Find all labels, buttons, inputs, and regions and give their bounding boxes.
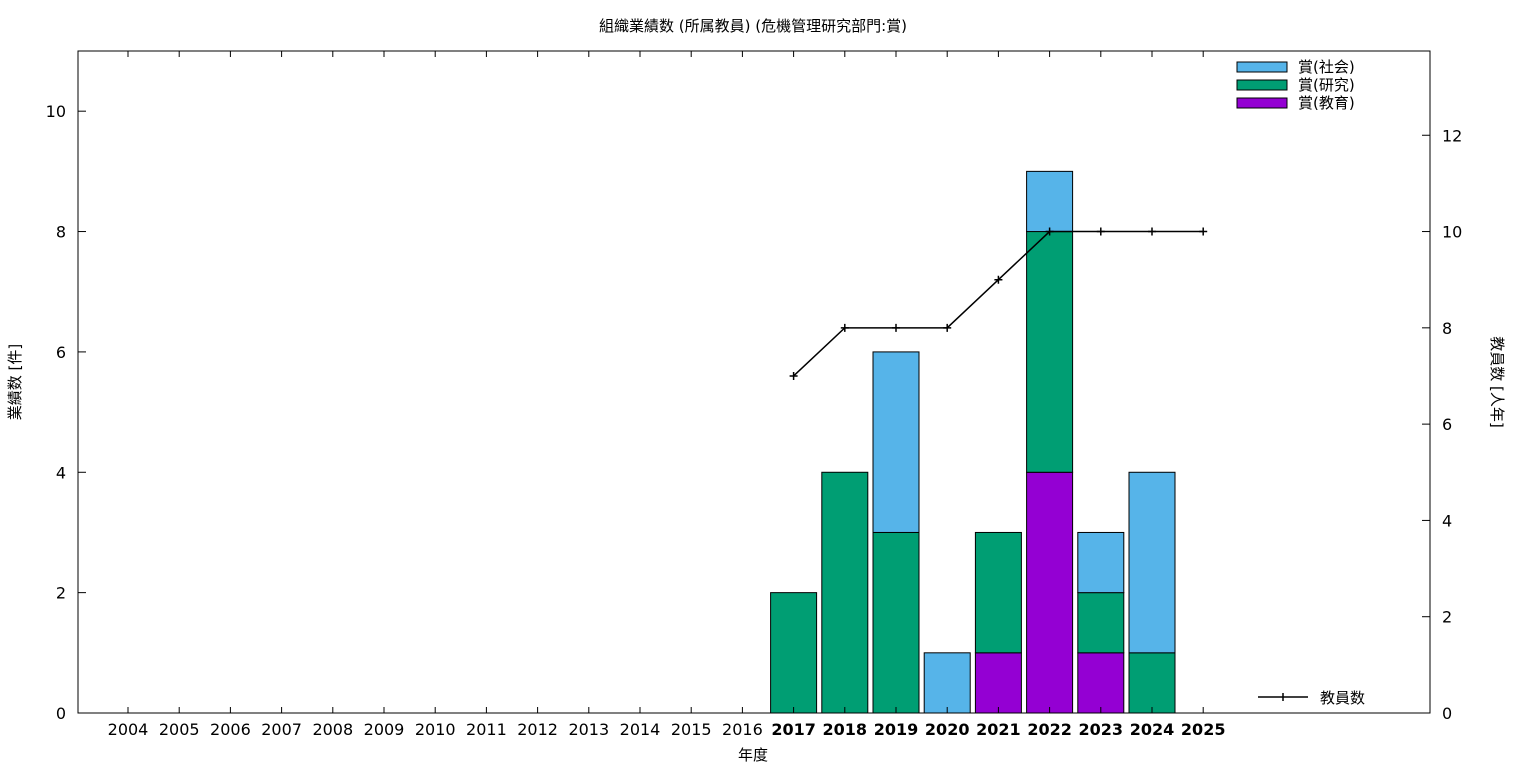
legend-label-賞(社会): 賞(社会) [1298,58,1355,76]
y-tick-label-right-6: 6 [1442,415,1452,434]
x-tick-label-2023: 2023 [1079,720,1124,739]
x-tick-label-2019: 2019 [874,720,919,739]
bar-2023-賞(研究) [1077,592,1125,654]
line-point-2025 [1199,227,1208,236]
legend-swatch-賞(研究) [1236,79,1288,91]
bar-2022-賞(研究) [1026,231,1074,473]
y-axis-label-right: 教員数 [人年] [1488,336,1506,427]
line-point-2024 [1148,227,1156,236]
line-series-teacher-count [793,230,1204,377]
x-tick-label-2018: 2018 [823,720,868,739]
x-tick-label-2022: 2022 [1027,720,1072,739]
x-tick-label-2017: 2017 [771,720,816,739]
legend-label-line: 教員数 [1320,689,1365,707]
line-point-2019 [892,323,900,332]
x-tick-label-2010: 2010 [415,720,456,739]
line-point-2023 [1096,227,1105,236]
y-tick-label-right-12: 12 [1442,126,1462,145]
y-tick-label-left-0: 0 [56,704,66,723]
x-tick-label-2014: 2014 [620,720,661,739]
line-point-2020 [943,323,952,332]
x-tick-label-2004: 2004 [108,720,149,739]
x-tick-label-2007: 2007 [261,720,302,739]
y-tick-label-right-2: 2 [1442,608,1452,627]
x-axis-label: 年度 [738,746,768,764]
x-tick-label-2024: 2024 [1130,720,1175,739]
y-tick-label-left-8: 8 [56,223,66,242]
line-point-2018 [840,323,849,332]
y-tick-label-right-4: 4 [1442,511,1452,530]
y-tick-label-left-4: 4 [56,463,66,482]
legend-label-賞(研究): 賞(研究) [1298,76,1355,94]
y-tick-label-left-10: 10 [46,102,66,121]
x-tick-label-2025: 2025 [1181,720,1226,739]
x-tick-label-2005: 2005 [159,720,200,739]
y-tick-label-right-8: 8 [1442,319,1452,338]
bar-2024-賞(社会) [1128,471,1176,654]
bar-2022-賞(社会) [1026,170,1074,233]
bar-2018-賞(研究) [821,471,869,714]
plot-frame [77,50,1431,714]
x-tick-label-2013: 2013 [568,720,609,739]
y-tick-label-left-6: 6 [56,343,66,362]
x-tick-label-2008: 2008 [312,720,353,739]
line-point-2021 [994,275,1003,284]
y-tick-label-right-0: 0 [1442,704,1452,723]
bar-2023-賞(教育) [1077,652,1125,714]
y-axis-label-left: 業績数 [件] [6,344,24,420]
x-tick-label-2009: 2009 [364,720,405,739]
x-tick-label-2006: 2006 [210,720,251,739]
bar-2022-賞(教育) [1026,471,1074,714]
x-tick-label-2020: 2020 [925,720,970,739]
legend-swatch-賞(教育) [1236,97,1288,109]
line-point-2017 [789,371,798,380]
y-tick-label-left-2: 2 [56,584,66,603]
bar-2017-賞(研究) [770,592,818,714]
legend-swatch-賞(社会) [1236,61,1288,73]
x-tick-label-2012: 2012 [517,720,558,739]
bar-2024-賞(研究) [1128,652,1176,714]
legend-label-賞(教育): 賞(教育) [1298,94,1355,112]
y-tick-label-right-10: 10 [1442,223,1462,242]
x-tick-label-2016: 2016 [722,720,763,739]
plot-area: 2004 2005 2006 2007 2008 2009 2010 2011 2012 2013… [46,50,1462,739]
bar-2020-賞(社会) [923,652,971,714]
x-tick-label-2011: 2011 [466,720,507,739]
bar-2021-賞(教育) [974,652,1022,714]
chart-title: 組織業績数 (所属教員) (危機管理研究部門:賞) [599,17,907,35]
x-tick-label-2021: 2021 [976,720,1021,739]
line-point-2022 [1045,227,1054,236]
bar-2023-賞(社会) [1077,531,1125,594]
bar-2019-賞(社会) [872,351,920,533]
x-tick-label-2015: 2015 [671,720,712,739]
bar-2021-賞(研究) [974,531,1022,654]
bar-2019-賞(研究) [872,531,920,714]
